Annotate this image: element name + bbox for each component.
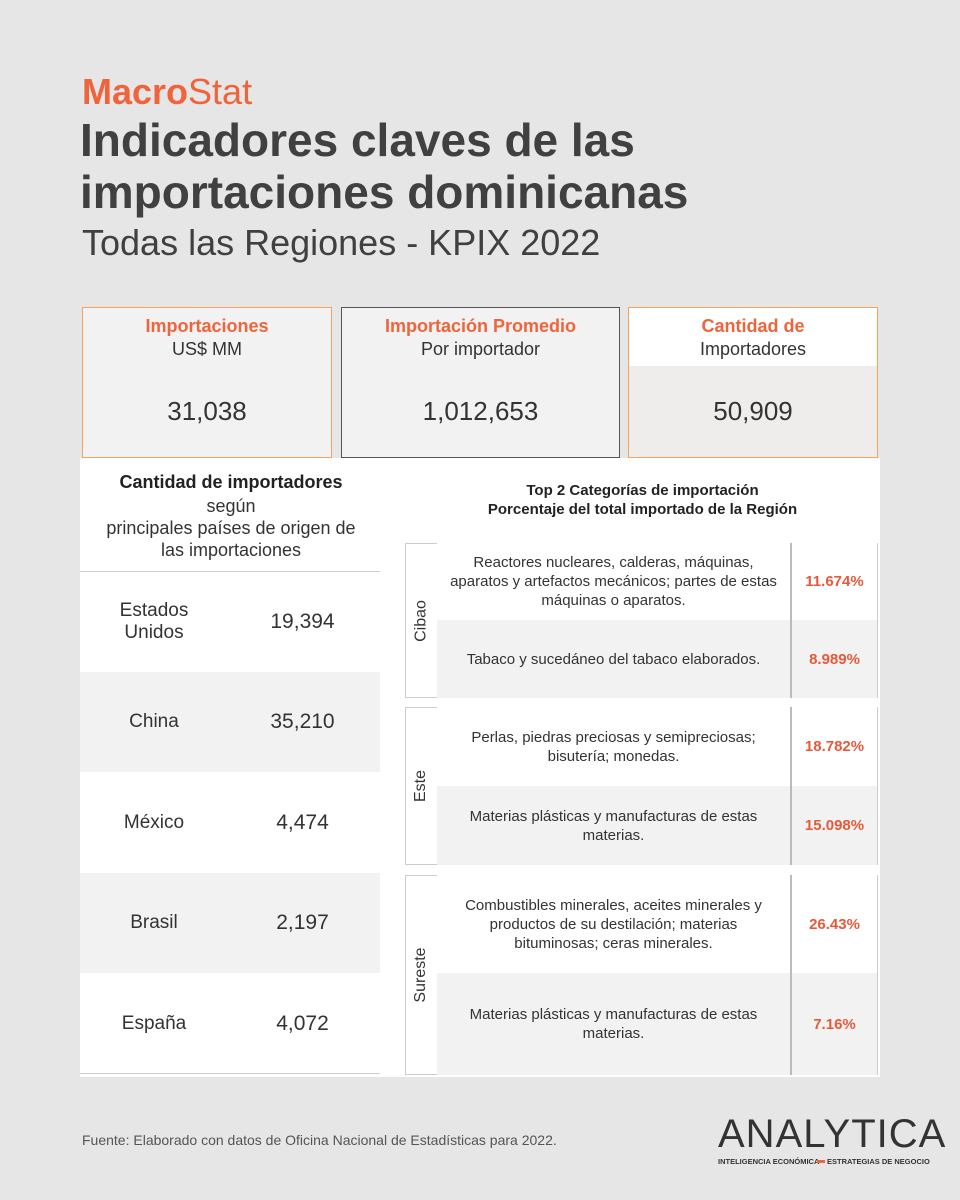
table-subheading: las importaciones xyxy=(160,540,302,560)
section-subheading: Porcentaje del total importado de la Reg… xyxy=(487,501,798,518)
item-description: Perlas, piedras preciosas y semipreciosa… xyxy=(471,728,756,765)
brand: MacroStat xyxy=(82,72,252,112)
brand-part: Stat xyxy=(188,71,253,112)
kpi-value: 50,909 xyxy=(713,396,793,426)
item-description: Combustibles minerales, aceites minerale… xyxy=(465,896,762,952)
table-heading: Cantidad de importadores xyxy=(119,472,343,492)
table-row xyxy=(80,973,380,1074)
title: Indicadores claves de las importaciones d… xyxy=(80,114,688,218)
item-row xyxy=(437,543,790,620)
subtitle: Todas las Regiones - KPIX 2022 xyxy=(82,222,601,263)
tagline: INTELIGENCIA ECONÓMICA xyxy=(718,1157,820,1166)
kpi-card: Cantidad de Importadores 50,909 xyxy=(628,307,878,458)
section-heading: Top 2 Categorías de importación xyxy=(526,482,759,499)
logo: ANALYTICA xyxy=(718,1112,947,1156)
table-row xyxy=(80,873,380,974)
kpi-sublabel: US$ MM xyxy=(171,339,242,359)
region-label: Este xyxy=(412,770,429,803)
item-description: Reactores nucleares, calderas, máquinas,… xyxy=(450,554,777,609)
table-subheading: según xyxy=(206,496,256,516)
rule xyxy=(80,1073,380,1074)
item-row xyxy=(437,973,790,1075)
source: Fuente: Elaborado con datos de Oficina N… xyxy=(82,1132,557,1148)
item-value-cell xyxy=(792,973,877,1075)
column-rule xyxy=(790,875,792,1075)
item-value-cell xyxy=(792,875,877,973)
title-line: Indicadores claves de las xyxy=(80,114,635,166)
column-rule xyxy=(790,707,792,865)
item-share: 11.674% xyxy=(805,573,864,590)
kpi-card: Importaciones US$ MM 31,038 xyxy=(82,307,332,458)
kpi-value: 1,012,653 xyxy=(422,396,539,426)
country: España xyxy=(121,1012,187,1034)
item-row xyxy=(437,875,790,973)
kpi-label: Importaciones xyxy=(145,316,269,336)
tagline: ESTRATEGIAS DE NEGOCIO xyxy=(827,1157,930,1166)
item-row xyxy=(437,707,790,786)
item-value-cell xyxy=(792,620,877,698)
item-share: 15.098% xyxy=(804,817,865,834)
table-row xyxy=(80,572,380,672)
title-line: importaciones dominicanas xyxy=(80,166,689,218)
brand-part: Macro xyxy=(82,71,189,112)
kpi-label: Importación Promedio xyxy=(384,316,577,336)
item-row xyxy=(437,620,790,698)
count: 19,394 xyxy=(270,610,335,633)
table-subheading: principales países de origen de xyxy=(106,518,356,538)
item-share: 8.989% xyxy=(809,650,860,668)
table-row xyxy=(80,672,380,773)
kpi-sublabel: Importadores xyxy=(699,339,807,359)
item-share: 18.782% xyxy=(804,738,865,755)
kpi-value: 31,038 xyxy=(167,396,247,426)
item-share: 26.43% xyxy=(809,915,860,933)
column-rule xyxy=(790,543,792,698)
country: China xyxy=(129,711,179,733)
item-description: Materias plásticas y manufacturas de est… xyxy=(469,1006,758,1042)
item-description: Materias plásticas y manufacturas de est… xyxy=(469,807,758,844)
item-value-cell xyxy=(792,543,877,620)
region-label: Sureste xyxy=(412,947,429,1003)
item-value-cell xyxy=(792,707,877,786)
item-row xyxy=(437,786,790,865)
item-value-cell xyxy=(792,786,877,865)
count: 4,072 xyxy=(276,1011,329,1035)
count: 4,474 xyxy=(276,810,329,834)
count: 35,210 xyxy=(270,710,335,734)
kpi-shade xyxy=(629,366,877,457)
country: Brasil xyxy=(130,912,178,934)
table-row xyxy=(80,772,380,873)
kpi-label: Cantidad de xyxy=(701,316,805,336)
kpi-card: Importación Promedio Por importador 1,012,… xyxy=(341,307,620,458)
region-label: Cibao xyxy=(412,599,429,642)
item-description: Tabaco y sucedáneo del tabaco elaborados… xyxy=(466,650,761,668)
kpi-sublabel: Por importador xyxy=(420,339,541,359)
rule xyxy=(80,571,380,572)
country: México xyxy=(123,811,185,833)
tagline-arrow xyxy=(817,1160,825,1163)
count: 2,197 xyxy=(276,911,329,935)
country: Estados Unidos xyxy=(119,600,189,643)
item-share: 7.16% xyxy=(813,1015,856,1033)
